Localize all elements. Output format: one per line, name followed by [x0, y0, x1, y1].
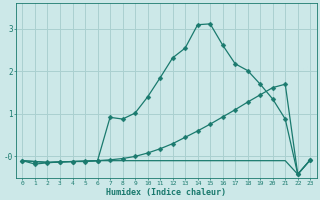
X-axis label: Humidex (Indice chaleur): Humidex (Indice chaleur) — [106, 188, 226, 197]
